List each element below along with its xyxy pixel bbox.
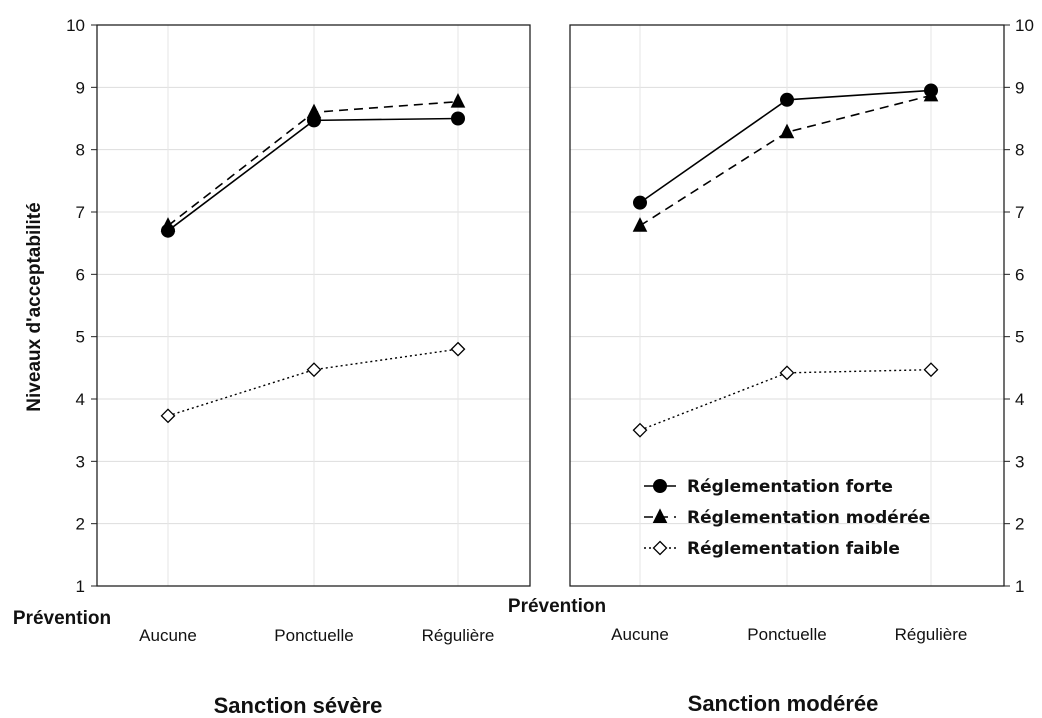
- data-point: [780, 92, 794, 107]
- series-reglementation-moderee: [632, 86, 939, 232]
- y-tick-label: 7: [1015, 203, 1024, 222]
- x-tick-label: Régulière: [422, 626, 495, 645]
- legend: Réglementation forte Réglementation modér…: [644, 477, 930, 559]
- y-tick-label: 9: [1015, 78, 1024, 97]
- legend-marker: [652, 540, 668, 556]
- legend-marker: [653, 479, 667, 493]
- data-point: [306, 362, 322, 378]
- data-point: [306, 103, 322, 119]
- legend-item-reglementation-forte: Réglementation forte: [644, 477, 893, 497]
- x-tick-label: Aucune: [611, 625, 669, 644]
- y-tick-label: 4: [76, 390, 85, 409]
- panel-sanction-moderee: 1 2 3 4 5 6 7 8 9 10 Aucune Ponctuelle Régulière Prév…: [508, 16, 1034, 716]
- y-tick-label: 6: [1015, 265, 1024, 284]
- plot-frame: [569, 24, 1005, 587]
- series-line: [639, 94, 932, 227]
- y-axis-label: Niveaux d'acceptabilité: [24, 202, 45, 411]
- legend-item-reglementation-moderee: Réglementation modérée: [644, 508, 930, 528]
- data-point: [779, 123, 795, 139]
- y-tick-label: 1: [1015, 577, 1024, 596]
- x-axis-label: Prévention: [13, 608, 111, 629]
- legend-label: Réglementation faible: [687, 539, 900, 559]
- y-tick-label: 4: [1015, 390, 1024, 409]
- panel-title: Sanction modérée: [688, 691, 879, 716]
- data-point: [632, 217, 648, 232]
- series-reglementation-faible: [160, 341, 466, 424]
- series-reglementation-faible: [632, 362, 939, 438]
- x-tick-label: Aucune: [139, 626, 197, 645]
- data-point: [450, 93, 466, 108]
- y-tick-label: 2: [1015, 515, 1024, 534]
- panel-sanction-severe: 1 2 3 4 5 6 7 8 9 10 Aucune Ponctuelle Régulière Prév…: [13, 16, 531, 718]
- x-tick-label: Ponctuelle: [274, 626, 353, 645]
- panel-title: Sanction sévère: [214, 693, 383, 718]
- series-line: [167, 348, 459, 417]
- x-tick-label: Ponctuelle: [747, 625, 826, 644]
- y-tick-label: 8: [1015, 141, 1024, 160]
- series-reglementation-moderee: [160, 93, 466, 232]
- y-tick-label: 10: [66, 16, 85, 35]
- y-tick-label: 9: [76, 78, 85, 97]
- legend-marker: [652, 508, 668, 523]
- y-tick-label: 5: [1015, 328, 1024, 347]
- data-point: [923, 362, 939, 378]
- x-tick-label: Régulière: [895, 625, 968, 644]
- y-tick-label: 2: [76, 515, 85, 534]
- y-tick-label: 3: [1015, 452, 1024, 471]
- y-tick-label: 10: [1015, 16, 1034, 35]
- data-point: [633, 195, 647, 210]
- plot-frame: [96, 24, 531, 587]
- data-point: [779, 365, 795, 381]
- y-tick-label: 5: [76, 328, 85, 347]
- legend-label: Réglementation forte: [687, 477, 893, 497]
- legend-item-reglementation-faible: Réglementation faible: [644, 539, 900, 559]
- data-point: [160, 408, 176, 424]
- legend-label: Réglementation modérée: [687, 508, 930, 528]
- y-tick-label: 6: [76, 265, 85, 284]
- y-tick-label: 8: [76, 141, 85, 160]
- y-tick-label: 7: [76, 203, 85, 222]
- x-axis-label: Prévention: [508, 596, 606, 617]
- data-point: [450, 341, 466, 357]
- data-point: [160, 217, 176, 232]
- data-point: [923, 86, 939, 102]
- y-tick-label: 1: [76, 577, 85, 596]
- data-point: [632, 422, 648, 438]
- y-tick-label: 3: [76, 452, 85, 471]
- data-point: [451, 111, 465, 126]
